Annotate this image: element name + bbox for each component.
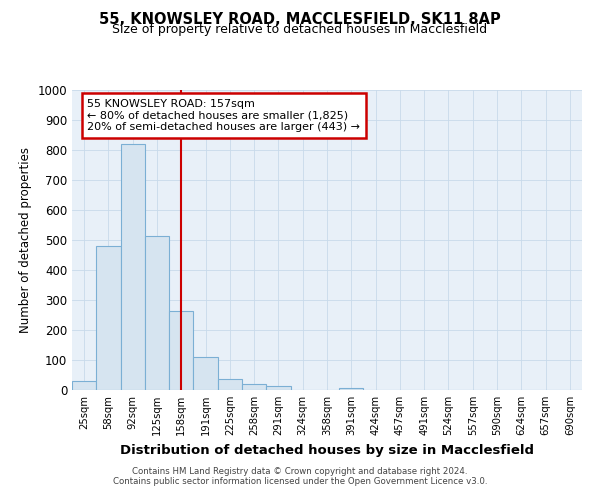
Bar [218, 378, 242, 390]
Y-axis label: Number of detached properties: Number of detached properties [19, 147, 32, 333]
Bar [266, 386, 290, 390]
Text: Contains public sector information licensed under the Open Government Licence v3: Contains public sector information licen… [113, 477, 487, 486]
Bar [242, 384, 266, 390]
Bar [169, 310, 193, 390]
Bar [339, 388, 364, 390]
Text: 55 KNOWSLEY ROAD: 157sqm
← 80% of detached houses are smaller (1,825)
20% of sem: 55 KNOWSLEY ROAD: 157sqm ← 80% of detach… [88, 99, 360, 132]
Bar [72, 381, 96, 390]
X-axis label: Distribution of detached houses by size in Macclesfield: Distribution of detached houses by size … [120, 444, 534, 456]
Bar [145, 236, 169, 390]
Bar [96, 246, 121, 390]
Text: Size of property relative to detached houses in Macclesfield: Size of property relative to detached ho… [112, 22, 488, 36]
Bar [121, 144, 145, 390]
Text: 55, KNOWSLEY ROAD, MACCLESFIELD, SK11 8AP: 55, KNOWSLEY ROAD, MACCLESFIELD, SK11 8A… [99, 12, 501, 28]
Text: Contains HM Land Registry data © Crown copyright and database right 2024.: Contains HM Land Registry data © Crown c… [132, 467, 468, 476]
Bar [193, 357, 218, 390]
